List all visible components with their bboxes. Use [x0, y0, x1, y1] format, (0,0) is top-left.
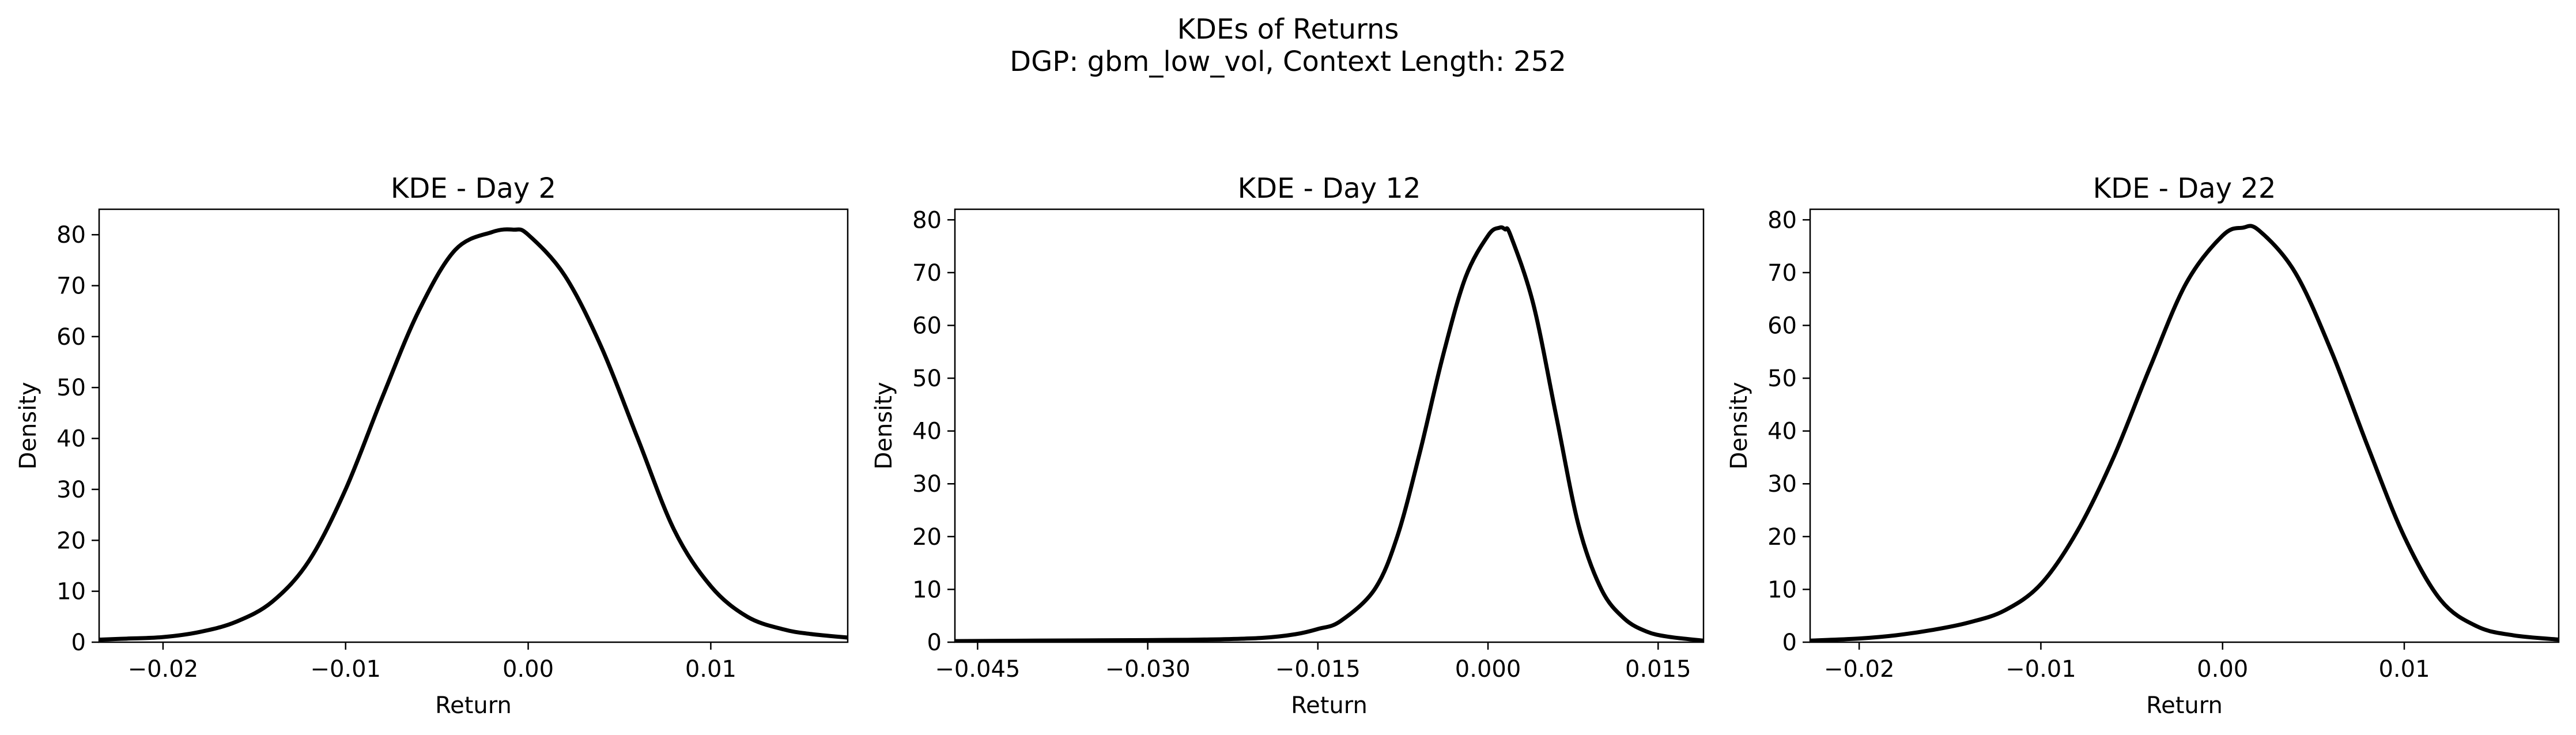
- x-tick-label: −0.01: [2005, 656, 2076, 683]
- y-tick-label: 0: [927, 630, 942, 656]
- y-tick-label: 40: [912, 419, 942, 445]
- y-tick-label: 60: [56, 324, 86, 350]
- kde-panel-2: KDE - Day 12 −0.045 −0.030 −0.015 0.000 0.015…: [871, 172, 1705, 719]
- y-tick-label: 80: [56, 222, 86, 248]
- y-tick-label: 30: [56, 477, 86, 503]
- axes-frame: [954, 208, 1705, 643]
- y-tick-label: 80: [912, 207, 942, 233]
- axes-frame: [98, 208, 849, 643]
- kde-panel-1: KDE - Day 2 −0.02 −0.01 0.00 0.01 0 10 20 30 40 50…: [15, 172, 849, 719]
- y-tick-label: 10: [56, 579, 86, 605]
- y-axis-label: Density: [15, 382, 41, 469]
- y-tick-label: 0: [1782, 630, 1797, 656]
- y-tick-label: 70: [1767, 260, 1797, 287]
- y-tick-label: 60: [912, 312, 942, 339]
- x-tick-label: 0.00: [503, 656, 554, 683]
- x-tick-label: −0.030: [1105, 656, 1191, 683]
- x-tick-label: −0.02: [1824, 656, 1895, 683]
- y-tick-label: 40: [1767, 419, 1797, 445]
- x-tick-label: 0.01: [685, 656, 736, 683]
- y-axis-label: Density: [1726, 382, 1752, 469]
- y-tick-label: 40: [56, 426, 86, 453]
- kde-panel-3: KDE - Day 22 −0.02 −0.01 0.00 0.01 0 10 20 30 40 5…: [1726, 172, 2560, 719]
- x-axis-label: Return: [435, 692, 512, 719]
- y-tick-label: 20: [912, 524, 942, 551]
- y-tick-label: 70: [912, 260, 942, 287]
- kde-curve: [1810, 224, 2559, 642]
- x-tick-label: 0.00: [2197, 656, 2248, 683]
- y-tick-label: 70: [56, 273, 86, 300]
- x-tick-label: −0.015: [1275, 656, 1361, 683]
- y-tick-label: 50: [1767, 365, 1797, 392]
- kde-curve: [955, 225, 1704, 642]
- x-tick-label: −0.045: [935, 656, 1020, 683]
- y-axis-label: Density: [871, 382, 897, 469]
- panel-title: KDE - Day 12: [1238, 172, 1421, 205]
- y-tick-label: 20: [56, 527, 86, 554]
- y-tick-label: 10: [1767, 576, 1797, 603]
- y-tick-label: 10: [912, 576, 942, 603]
- y-tick-label: 50: [56, 375, 86, 401]
- x-tick-label: 0.000: [1455, 656, 1521, 683]
- axes-frame: [1809, 208, 2560, 643]
- y-tick-label: 20: [1767, 524, 1797, 551]
- y-tick-label: 60: [1767, 312, 1797, 339]
- panel-title: KDE - Day 22: [2093, 172, 2276, 205]
- x-axis-label: Return: [1291, 692, 1368, 719]
- panel-title: KDE - Day 2: [391, 172, 556, 205]
- kde-curve: [99, 227, 848, 642]
- y-tick-label: 30: [1767, 471, 1797, 497]
- x-tick-label: −0.02: [128, 656, 199, 683]
- y-tick-label: 0: [71, 630, 86, 656]
- x-tick-label: −0.01: [310, 656, 381, 683]
- y-tick-label: 30: [912, 471, 942, 497]
- x-tick-label: 0.01: [2378, 656, 2430, 683]
- figure-title-line-1: KDEs of Returns: [1177, 13, 1399, 46]
- y-tick-label: 50: [912, 365, 942, 392]
- figure-title-line-2: DGP: gbm_low_vol, Context Length: 252: [1010, 46, 1566, 78]
- y-tick-label: 80: [1767, 207, 1797, 233]
- x-tick-label: 0.015: [1625, 656, 1691, 683]
- x-axis-label: Return: [2146, 692, 2223, 719]
